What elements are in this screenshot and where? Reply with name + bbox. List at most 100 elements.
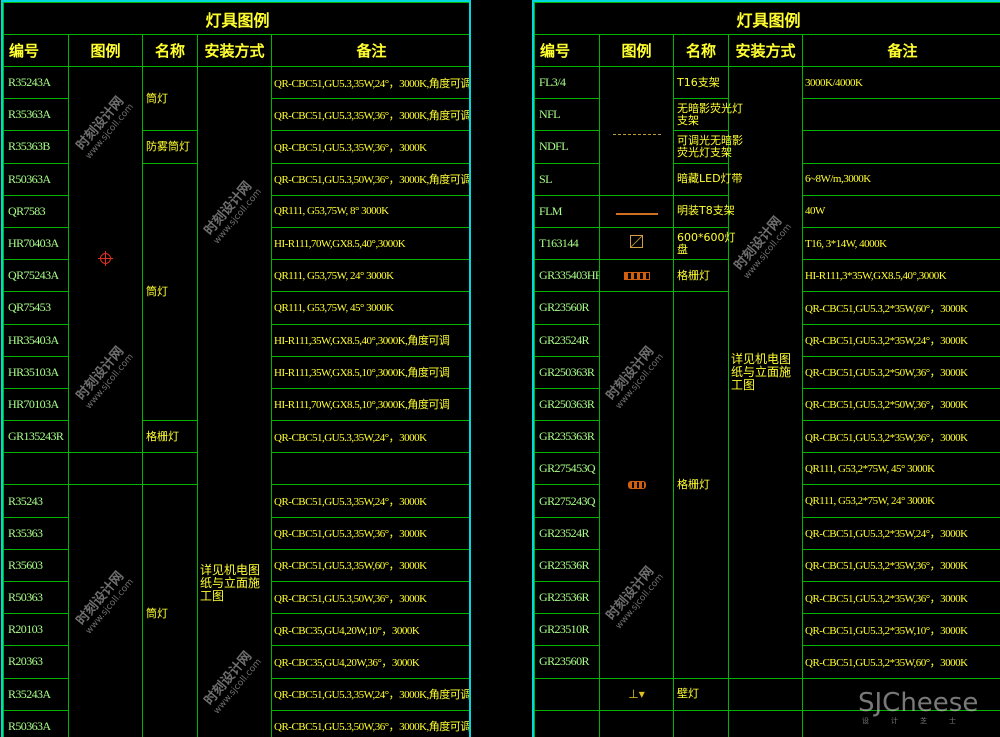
fixture-code: [534, 677, 600, 711]
fixture-code: GR335403HR: [534, 259, 600, 293]
remark: QR111, G53,75W, 24° 3000K: [270, 259, 469, 293]
wall-lamp-icon: ⊥▾: [628, 687, 645, 702]
fixture-name: 筒灯: [146, 284, 168, 298]
fixture-name-cell: T16支架: [673, 65, 729, 100]
legend-table: 灯具图例 编号 图例 名称 安装方式 备注 FL3/4 T16支架 详见机电图纸与立面施工图 30…: [534, 2, 1000, 737]
grille-triple-icon: [623, 271, 650, 280]
table-row: GR23510R QR-CBC51,GU5.3,2*35W,10°，3000K: [534, 613, 1000, 647]
table-row: GR275243Q QR111, G53,2*75W, 24° 3000K: [534, 484, 1000, 518]
remark: QR-CBC51,GU5.3,35W,36°，3000K: [270, 130, 469, 164]
legend-cell: [599, 66, 674, 196]
fixture-code: R35243A: [3, 65, 69, 100]
fixture-name-cell: 暗藏LED灯带: [673, 162, 743, 196]
fixture-code: FL3/4: [534, 65, 600, 100]
remark: [801, 130, 1000, 164]
remark: T16, 3*14W, 4000K: [801, 226, 1000, 261]
fixture-code: R35363: [3, 516, 69, 550]
table-row: R35363 QR-CBC51,GU5.3,35W,36°，3000K: [3, 516, 469, 550]
legend-cell: [599, 226, 674, 261]
remark: QR-CBC51,GU5.3,50W,36°，3000K,角度可调: [270, 709, 469, 737]
fixture-code: HR35403A: [3, 323, 69, 357]
fixture-code: QR75453: [3, 291, 69, 325]
fixture-code: R50363A: [3, 162, 69, 196]
remark: HI-R111,70W,GX8.5,40°,3000K: [270, 226, 469, 261]
title-row: 灯具图例: [534, 2, 1000, 35]
table-row: GR23524R QR-CBC51,GU5.3,2*35W,24°，3000K: [534, 323, 1000, 357]
fixture-name: 格栅灯: [677, 268, 710, 282]
fixture-name: 可调光无暗影荧光灯支架: [677, 133, 743, 159]
table-row: GR335403HR 格栅灯 HI-R111,3*35W,GX8.5,40°,300…: [534, 259, 1000, 293]
remark: QR111, G53,2*75W, 45° 3000K: [801, 452, 1000, 486]
remark: QR-CBC51,GU5.3,2*35W,10°，3000K: [801, 613, 1000, 647]
sjcheese-logo: SJCheese 设计芝士: [858, 690, 978, 726]
remark: [270, 452, 469, 486]
fixture-code: R35243A: [3, 677, 69, 711]
remark: QR-CBC51,GU5.3,2*35W,24°，3000K: [801, 516, 1000, 550]
table-row: [3, 452, 469, 486]
column-header: 名称: [142, 34, 198, 67]
remark: HI-R111,3*35W,GX8.5,40°,3000K: [801, 259, 1000, 293]
table-row: GR275453Q QR111, G53,2*75W, 45° 3000K: [534, 452, 1000, 486]
table-row: FLM 明装T8支架 40W: [534, 194, 1000, 228]
fixture-name-cell: 可调光无暗影荧光灯支架: [673, 130, 743, 164]
column-header: 安装方式: [197, 34, 272, 67]
logo-tagline: 设计芝士: [862, 717, 978, 725]
fixture-code: R35603: [3, 548, 69, 583]
legend-table-right: 灯具图例 编号 图例 名称 安装方式 备注 FL3/4 T16支架 详见机电图纸与立面施工图 30…: [532, 0, 1000, 737]
table-row: R35243A 筒灯 详见机电图纸与立面施工图 QR-CBC51,GU5.3,35W,…: [3, 65, 469, 737]
dashed-line-fluorescent-icon: [612, 133, 661, 135]
remark: HI-R111,35W,GX8.5,10°,3000K,角度可调: [270, 355, 469, 389]
header-row: 编号 图例 名称 安装方式 备注: [534, 34, 1000, 67]
table-row: R35363A QR-CBC51,GU5.3,35W,36°，3000K,角度可调: [3, 98, 469, 132]
fixture-code: GR23524R: [534, 516, 600, 550]
legend-cell: [599, 194, 674, 228]
fixture-code: GR23536R: [534, 580, 600, 615]
legend-cell: [599, 259, 674, 293]
table-row: ⊥▾ 壁灯: [534, 677, 1000, 711]
crosshair-downlight-icon: [98, 250, 113, 266]
fixture-code: R20103: [3, 613, 69, 647]
table-row: R20363 QR-CBC35,GU4,20W,36°，3000K: [3, 645, 469, 679]
fixture-code: T163144: [534, 226, 600, 261]
fixture-code: GR250363R: [534, 387, 600, 422]
column-header: 安装方式: [728, 34, 803, 67]
fixture-code: GR135243R: [3, 420, 69, 454]
remark: QR-CBC51,GU5.3,2*50W,36°，3000K: [801, 387, 1000, 422]
fixture-name-cell: [142, 452, 198, 486]
legend-cell: [68, 484, 143, 737]
remark: [801, 98, 1000, 132]
remark: QR111, G53,75W, 8° 3000K: [270, 194, 469, 228]
remark: QR-CBC51,GU5.3,35W,24°，3000K,角度可调: [270, 677, 469, 711]
fixture-code: R35243: [3, 484, 69, 518]
remark: QR-CBC51,GU5.3,2*50W,36°，3000K: [801, 355, 1000, 389]
table-row: [534, 709, 1000, 737]
fixture-code: [534, 709, 600, 737]
table-row: FL3/4 T16支架 详见机电图纸与立面施工图 3000K/4000K: [534, 65, 1000, 679]
table-row: HR35103A HI-R111,35W,GX8.5,10°,3000K,角度可调: [3, 355, 469, 389]
table-row: GR23524R QR-CBC51,GU5.3,2*35W,24°，3000K: [534, 516, 1000, 550]
table-row: QR7583 QR111, G53,75W, 8° 3000K: [3, 194, 469, 228]
remark: QR-CBC51,GU5.3,2*35W,60°，3000K: [801, 645, 1000, 679]
logo-brand: SJCheese: [858, 688, 979, 718]
remark: QR111, G53,2*75W, 24° 3000K: [801, 484, 1000, 518]
remark: QR-CBC51,GU5.3,35W,24°，3000K: [270, 484, 469, 518]
fixture-code: R50363A: [3, 709, 69, 737]
table-row: GR235363R QR-CBC51,GU5.3,2*35W,36°，3000K: [534, 420, 1000, 454]
column-header: 编号: [534, 34, 600, 67]
table-row: T163144 600*600灯盘 T16, 3*14W, 4000K: [534, 226, 1000, 261]
legend-cell: [599, 709, 674, 737]
remark: 40W: [801, 194, 1000, 228]
fixture-name: 暗藏LED灯带: [677, 172, 743, 186]
column-header: 编号: [3, 34, 69, 67]
table-row: HR35403A HI-R111,35W,GX8.5,40°,3000K,角度可调: [3, 323, 469, 357]
remark: QR-CBC51,GU5.3,35W,24°，3000K: [270, 420, 469, 454]
remark: QR-CBC51,GU5.3,35W,24°，3000K,角度可调: [270, 65, 469, 100]
fixture-code: QR75243A: [3, 259, 69, 293]
remark: QR-CBC51,GU5.3,35W,36°，3000K,角度可调: [270, 98, 469, 132]
table-title: 灯具图例: [534, 2, 1000, 35]
fixture-code: GR23560R: [534, 645, 600, 679]
fixture-name-cell: [673, 709, 729, 737]
remark: QR-CBC51,GU5.3,2*35W,36°，3000K: [801, 580, 1000, 615]
fixture-code: GR23536R: [534, 548, 600, 583]
remark: QR-CBC51,GU5.3,35W,60°，3000K: [270, 548, 469, 583]
